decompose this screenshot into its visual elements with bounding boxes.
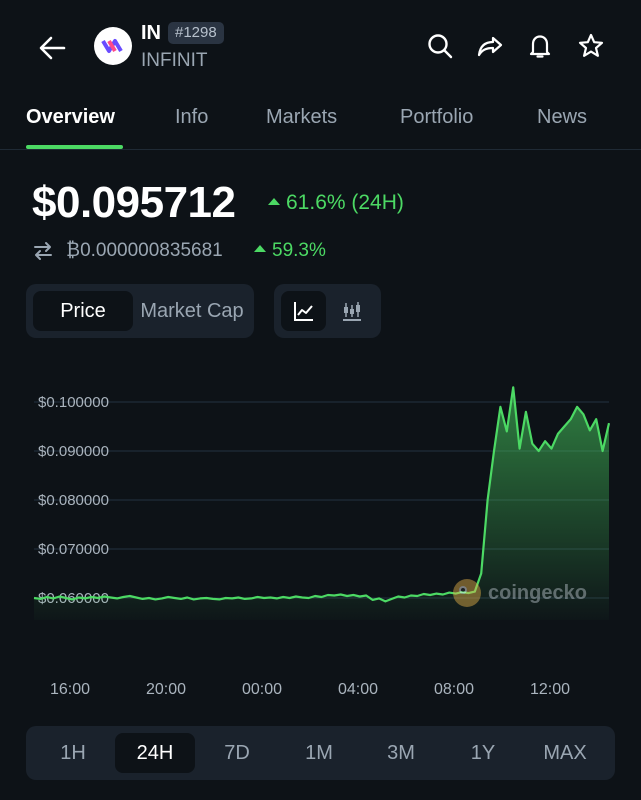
- candlestick-chart-icon: [342, 302, 361, 321]
- y-tick-label: $0.070000: [38, 541, 109, 558]
- price-chart[interactable]: $0.100000$0.090000$0.080000$0.070000$0.0…: [0, 370, 641, 700]
- section-tabs: Overview Info Markets Portfolio News: [0, 100, 641, 150]
- price-line: [33, 386, 611, 603]
- btc-price-change: 59.3%: [254, 240, 326, 262]
- coingecko-logo-icon: [453, 579, 481, 607]
- watermark-text: coingecko: [488, 581, 587, 604]
- coin-header: IN #1298 INFINIT: [0, 0, 641, 92]
- swap-icon[interactable]: [32, 240, 54, 262]
- tab-overview[interactable]: Overview: [26, 106, 115, 128]
- tab-news[interactable]: News: [537, 106, 588, 128]
- metric-toggle: Price Market Cap: [26, 284, 254, 338]
- btc-price: ₿0.000000835681: [66, 240, 223, 261]
- range-1h[interactable]: 1H: [60, 742, 86, 764]
- coin-name: INFINIT: [141, 50, 208, 71]
- range-3m[interactable]: 3M: [387, 742, 415, 764]
- back-arrow-icon[interactable]: [34, 30, 70, 66]
- btc-price-change-value: 59.3%: [272, 240, 326, 261]
- line-chart-button[interactable]: [281, 291, 326, 331]
- chart-style-toggle: [274, 284, 381, 338]
- x-tick-label: 12:00: [529, 681, 571, 698]
- rank-badge: #1298: [168, 22, 224, 44]
- infinit-logo-icon: [101, 39, 123, 53]
- coin-logo: [94, 27, 132, 65]
- tab-portfolio[interactable]: Portfolio: [400, 106, 474, 128]
- x-tick-label: 04:00: [337, 681, 379, 698]
- search-icon[interactable]: [425, 31, 455, 61]
- star-icon[interactable]: [576, 31, 606, 61]
- usd-price: $0.095712: [32, 178, 236, 227]
- bell-icon[interactable]: [525, 31, 555, 61]
- price-toggle-button[interactable]: Price: [33, 291, 133, 331]
- tab-info[interactable]: Info: [175, 106, 209, 128]
- candlestick-chart-button[interactable]: [329, 291, 374, 331]
- active-tab-indicator: [26, 145, 123, 149]
- range-max[interactable]: MAX: [543, 742, 587, 764]
- share-icon[interactable]: [475, 31, 505, 61]
- up-triangle-icon: [268, 197, 280, 205]
- y-tick-label: $0.100000: [38, 394, 109, 411]
- coingecko-watermark: coingecko: [452, 578, 587, 608]
- price-change-24h-value: 61.6% (24H): [286, 191, 404, 214]
- x-tick-label: 16:00: [49, 681, 91, 698]
- price-change-24h: 61.6% (24H): [268, 191, 404, 215]
- range-1m[interactable]: 1M: [305, 742, 333, 764]
- price-area: [34, 387, 609, 620]
- x-tick-label: 08:00: [433, 681, 475, 698]
- market-cap-toggle-button[interactable]: Market Cap: [140, 300, 244, 322]
- up-triangle-icon: [254, 245, 266, 253]
- range-1y[interactable]: 1Y: [470, 742, 496, 764]
- range-24h[interactable]: 24H: [115, 733, 195, 773]
- y-tick-label: $0.080000: [38, 492, 109, 509]
- range-7d[interactable]: 7D: [224, 742, 250, 764]
- y-tick-label: $0.090000: [38, 443, 109, 460]
- tab-markets[interactable]: Markets: [266, 106, 338, 128]
- x-tick-label: 20:00: [145, 681, 187, 698]
- x-tick-label: 00:00: [241, 681, 283, 698]
- time-range-selector: 1H 24H 7D 1M 3M 1Y MAX: [26, 726, 615, 780]
- coin-symbol: IN: [141, 22, 161, 44]
- line-chart-icon: [293, 302, 313, 321]
